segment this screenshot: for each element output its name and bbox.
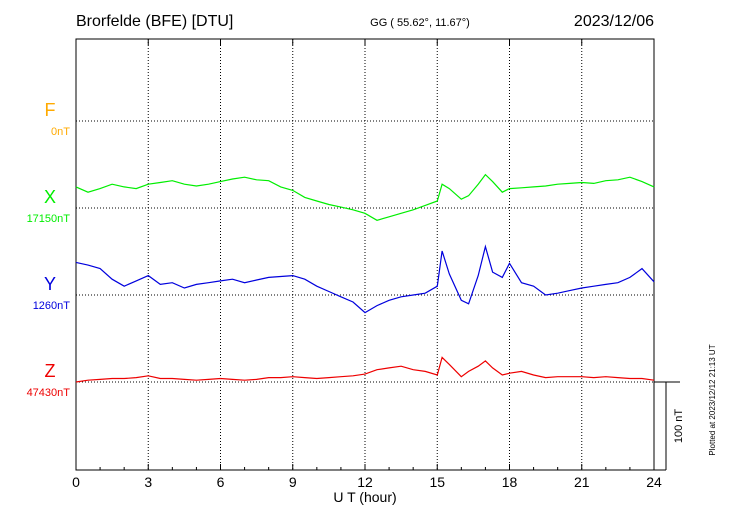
plotted-note: Plotted at 2023/12/12 21:13 UT	[708, 344, 717, 455]
date-label: 2023/12/06	[574, 13, 654, 30]
channel-baseline-x: 17150nT	[27, 213, 71, 225]
x-tick-label: 12	[357, 474, 373, 490]
series-line-x	[75, 173, 655, 221]
x-tick-label: 9	[289, 474, 297, 490]
x-tick-label: 0	[72, 474, 80, 490]
series-line-y	[75, 244, 655, 314]
channel-name-f: F	[45, 100, 56, 120]
channel-name-y: Y	[44, 274, 56, 294]
x-tick-label: 21	[574, 474, 590, 490]
x-tick-label: 24	[646, 474, 662, 490]
x-axis-ticks: 0 3 6 9 12 15 18 21 24	[72, 39, 662, 490]
channel-baseline-z: 47430nT	[27, 387, 71, 399]
series-lines	[75, 173, 655, 383]
scale-bar-label: 100 nT	[673, 409, 685, 444]
series-line-z	[75, 356, 655, 383]
scale-bar: 100 nT	[654, 381, 685, 471]
x-tick-label: 15	[429, 474, 445, 490]
channel-baseline-y: 1260nT	[33, 300, 71, 312]
coords-label: GG ( 55.62°, 11.67°)	[370, 17, 470, 29]
channel-baseline-f: 0nT	[51, 126, 70, 138]
channel-baselines	[76, 120, 654, 383]
channel-name-x: X	[44, 187, 56, 207]
channel-labels: F 0nT X 17150nT Y 1260nT Z 47430nT	[27, 100, 71, 399]
x-tick-label: 3	[144, 474, 152, 490]
x-tick-label: 18	[502, 474, 518, 490]
x-axis-title: U T (hour)	[333, 489, 396, 505]
grid-lines	[147, 39, 583, 470]
x-tick-label: 6	[217, 474, 225, 490]
channel-name-z: Z	[45, 361, 56, 381]
station-title: Brorfelde (BFE) [DTU]	[76, 13, 233, 30]
